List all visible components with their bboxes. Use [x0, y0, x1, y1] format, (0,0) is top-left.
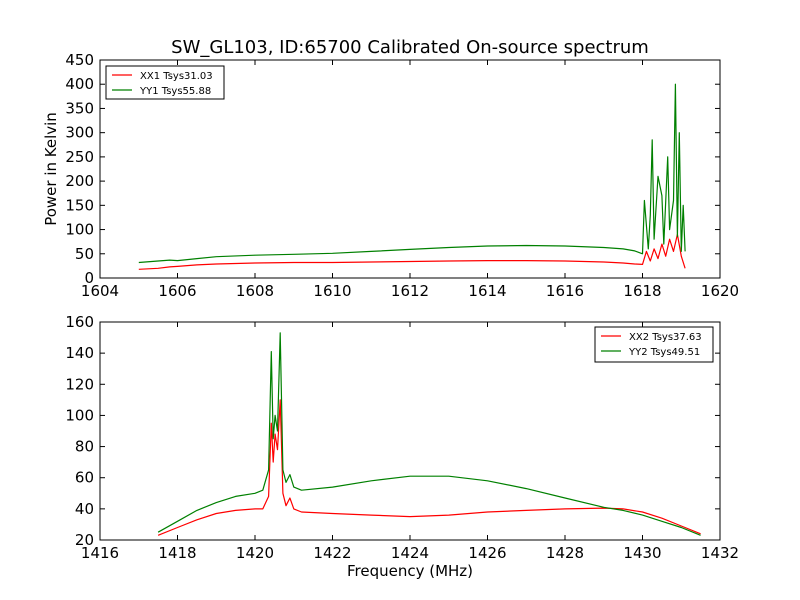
series-line-yy1: [138, 83, 686, 264]
x-tick-label: 1616: [546, 282, 584, 300]
series-line-xx2: [157, 399, 701, 536]
y-tick-label: 450: [65, 51, 94, 69]
y-tick-label: 150: [65, 196, 94, 214]
top-panel: 1604 1606 1608 1610 1612 1614 1616 1618 1620 0 50 1…: [42, 51, 739, 300]
x-tick-label: 1420: [236, 544, 274, 562]
x-axis-label: Frequency (MHz): [347, 562, 473, 580]
x-tick-label: 1426: [468, 544, 506, 562]
x-tick-label: 1606: [158, 282, 196, 300]
legend-label: XX2 Tsys37.63: [629, 332, 702, 343]
legend: XX2 Tsys37.63 YY2 Tsys49.51: [594, 326, 714, 363]
x-tick-label: 1618: [623, 282, 661, 300]
figure-title: SW_GL103, ID:65700 Calibrated On-source …: [171, 37, 649, 58]
x-tick-label: 1418: [158, 544, 196, 562]
x-tick-label: 1614: [468, 282, 506, 300]
y-tick-label: 100: [65, 406, 94, 424]
y-tick-label: 60: [75, 469, 94, 487]
y-tick-label: 0: [84, 269, 94, 287]
legend-label: XX1 Tsys31.03: [140, 71, 213, 82]
x-tick-label: 1428: [546, 544, 584, 562]
bottom-panel: 1416 1418 1420 1422 1424 1426 1428 1430 1432 20 40…: [65, 313, 739, 580]
y-tick-label: 250: [65, 148, 94, 166]
x-tick-label: 1604: [81, 282, 119, 300]
x-tick-label: 1620: [701, 282, 739, 300]
legend-box: [105, 65, 225, 100]
x-tick-label: 1610: [313, 282, 351, 300]
x-tick-label: 1422: [313, 544, 351, 562]
legend: XX1 Tsys31.03 YY1 Tsys55.88: [105, 65, 225, 100]
x-tick-label: 1432: [701, 544, 739, 562]
y-tick-label: 300: [65, 124, 94, 142]
legend-label: YY1 Tsys55.88: [139, 86, 211, 97]
y-axis-label: Power in Kelvin: [42, 112, 60, 226]
series-line-yy2: [157, 332, 701, 536]
y-tick-label: 160: [65, 313, 94, 331]
x-tick-label: 1416: [81, 544, 119, 562]
legend-box: [594, 326, 714, 363]
x-tick-label: 1430: [623, 544, 661, 562]
series-line-xx1: [138, 233, 686, 270]
y-tick-label: 400: [65, 75, 94, 93]
y-tick-label: 80: [75, 438, 94, 456]
y-tick-label: 50: [75, 245, 94, 263]
legend-label: YY2 Tsys49.51: [628, 347, 700, 358]
y-tick-label: 20: [75, 531, 94, 549]
y-tick-label: 120: [65, 375, 94, 393]
y-tick-label: 40: [75, 500, 94, 518]
x-tick-label: 1612: [391, 282, 429, 300]
x-tick-label: 1608: [236, 282, 274, 300]
y-tick-label: 200: [65, 172, 94, 190]
y-tick-label: 140: [65, 344, 94, 362]
x-tick-label: 1424: [391, 544, 429, 562]
y-tick-label: 100: [65, 221, 94, 239]
y-tick-label: 350: [65, 99, 94, 117]
